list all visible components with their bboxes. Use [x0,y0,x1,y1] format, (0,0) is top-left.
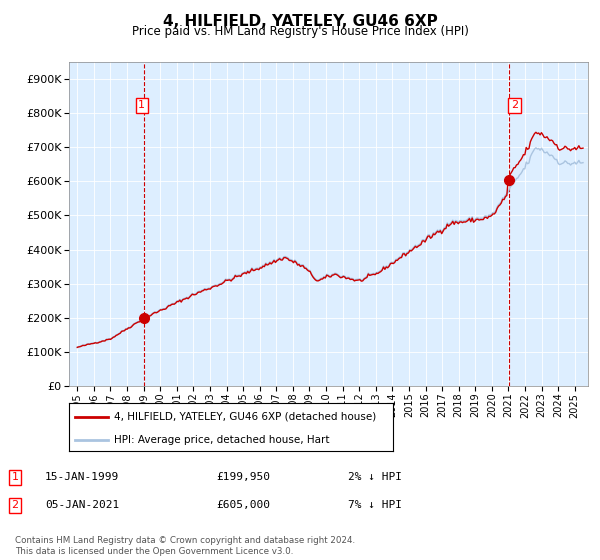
Text: 4, HILFIELD, YATELEY, GU46 6XP (detached house): 4, HILFIELD, YATELEY, GU46 6XP (detached… [115,412,377,422]
Text: 2% ↓ HPI: 2% ↓ HPI [348,472,402,482]
Text: 4, HILFIELD, YATELEY, GU46 6XP: 4, HILFIELD, YATELEY, GU46 6XP [163,14,437,29]
Text: 7% ↓ HPI: 7% ↓ HPI [348,500,402,510]
Text: 2: 2 [511,100,518,110]
Text: £605,000: £605,000 [216,500,270,510]
Text: HPI: Average price, detached house, Hart: HPI: Average price, detached house, Hart [115,435,330,445]
Text: Contains HM Land Registry data © Crown copyright and database right 2024.
This d: Contains HM Land Registry data © Crown c… [15,536,355,556]
Text: 05-JAN-2021: 05-JAN-2021 [45,500,119,510]
Text: 2: 2 [11,500,19,510]
Text: 1: 1 [11,472,19,482]
Text: 15-JAN-1999: 15-JAN-1999 [45,472,119,482]
Text: Price paid vs. HM Land Registry's House Price Index (HPI): Price paid vs. HM Land Registry's House … [131,25,469,38]
Text: 1: 1 [138,100,145,110]
Text: £199,950: £199,950 [216,472,270,482]
